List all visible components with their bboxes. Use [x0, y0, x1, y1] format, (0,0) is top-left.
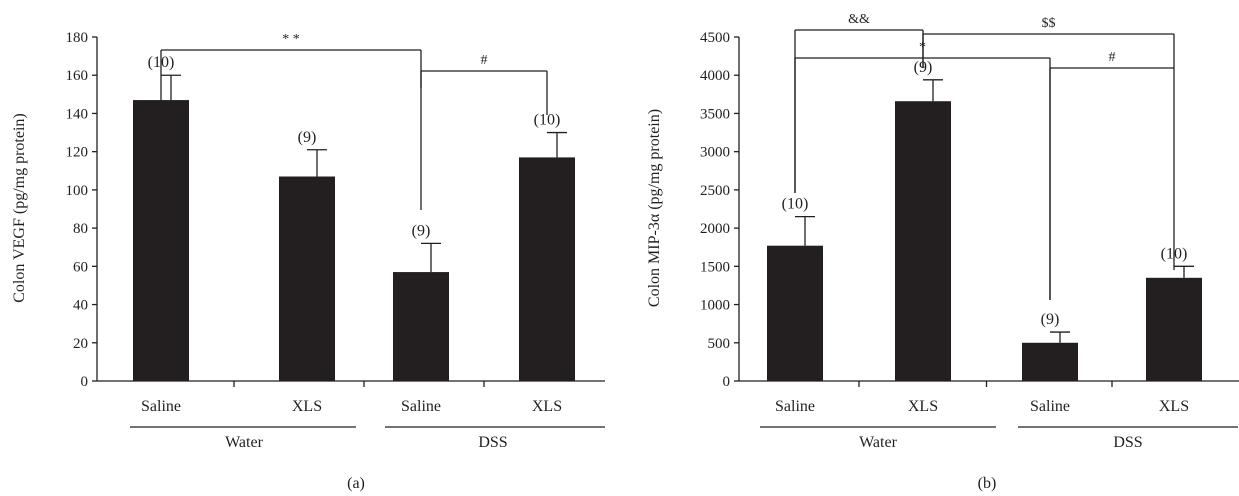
significance-label: # — [1109, 50, 1116, 65]
y-tick-label: 180 — [66, 30, 89, 46]
sample-size-label: (9) — [298, 129, 317, 146]
panel-label: (a) — [347, 475, 365, 492]
bar — [279, 176, 335, 381]
x-category-label: XLS — [532, 398, 562, 415]
bar — [393, 272, 449, 381]
chart-panel-b: 0 500 1000 1500 2000 2500 3000 3500 4000 4500 (10)… — [646, 12, 1239, 492]
y-tick-label: 80 — [73, 221, 88, 237]
y-tick-label: 20 — [73, 336, 88, 352]
bar — [895, 101, 951, 382]
panel-label: (b) — [978, 475, 997, 492]
y-tick-label: 100 — [66, 183, 89, 199]
y-tick-label: 40 — [73, 298, 88, 314]
bar — [133, 100, 189, 382]
x-group-label: Water — [859, 434, 897, 451]
x-category-label: Saline — [141, 398, 181, 415]
x-category-label: XLS — [292, 398, 322, 415]
y-tick-label: 3500 — [700, 106, 730, 122]
bar — [1022, 342, 1078, 381]
x-category-label: XLS — [908, 398, 938, 415]
significance-label: * — [919, 40, 926, 55]
y-tick-label: 0 — [723, 374, 731, 390]
y-tick-label: 1500 — [700, 259, 730, 275]
y-tick-label: 140 — [66, 106, 89, 122]
sample-size-label: (9) — [412, 222, 431, 239]
significance-label: * * — [282, 32, 300, 47]
bar — [519, 157, 575, 381]
significance-label: $$ — [1042, 16, 1056, 31]
x-category-label: Saline — [401, 398, 441, 415]
significance-label: # — [481, 53, 488, 68]
y-tick-label: 60 — [73, 259, 88, 275]
bar — [767, 245, 823, 381]
x-category-label: XLS — [1159, 398, 1189, 415]
y-tick-label: 4000 — [700, 68, 730, 84]
y-tick-label: 1000 — [700, 298, 730, 314]
y-axis-title: Colon VEGF (pg/mg protein) — [11, 113, 28, 302]
significance-label: && — [848, 12, 870, 27]
y-tick-label: 4500 — [700, 30, 730, 46]
sample-size-label: (9) — [1041, 311, 1060, 328]
x-category-label: Saline — [1030, 398, 1070, 415]
x-group-label: DSS — [1113, 434, 1142, 451]
y-tick-label: 0 — [81, 374, 89, 390]
y-tick-label: 120 — [66, 145, 89, 161]
y-axis-title: Colon MIP-3α (pg/mg protein) — [646, 109, 663, 307]
y-tick-label: 3000 — [700, 145, 730, 161]
bar — [1146, 277, 1202, 381]
y-tick-label: 160 — [66, 68, 89, 84]
y-tick-label: 2000 — [700, 221, 730, 237]
y-tick-label: 500 — [708, 336, 731, 352]
x-group-label: DSS — [478, 434, 507, 451]
sample-size-label: (10) — [534, 112, 561, 129]
x-category-label: Saline — [775, 398, 815, 415]
y-tick-label: 2500 — [700, 183, 730, 199]
x-group-label: Water — [225, 434, 263, 451]
chart-panel-a: 0 20 40 60 80 100 120 140 160 180 (10) Saline (9) XLS… — [11, 30, 605, 492]
sample-size-label: (10) — [782, 196, 809, 213]
